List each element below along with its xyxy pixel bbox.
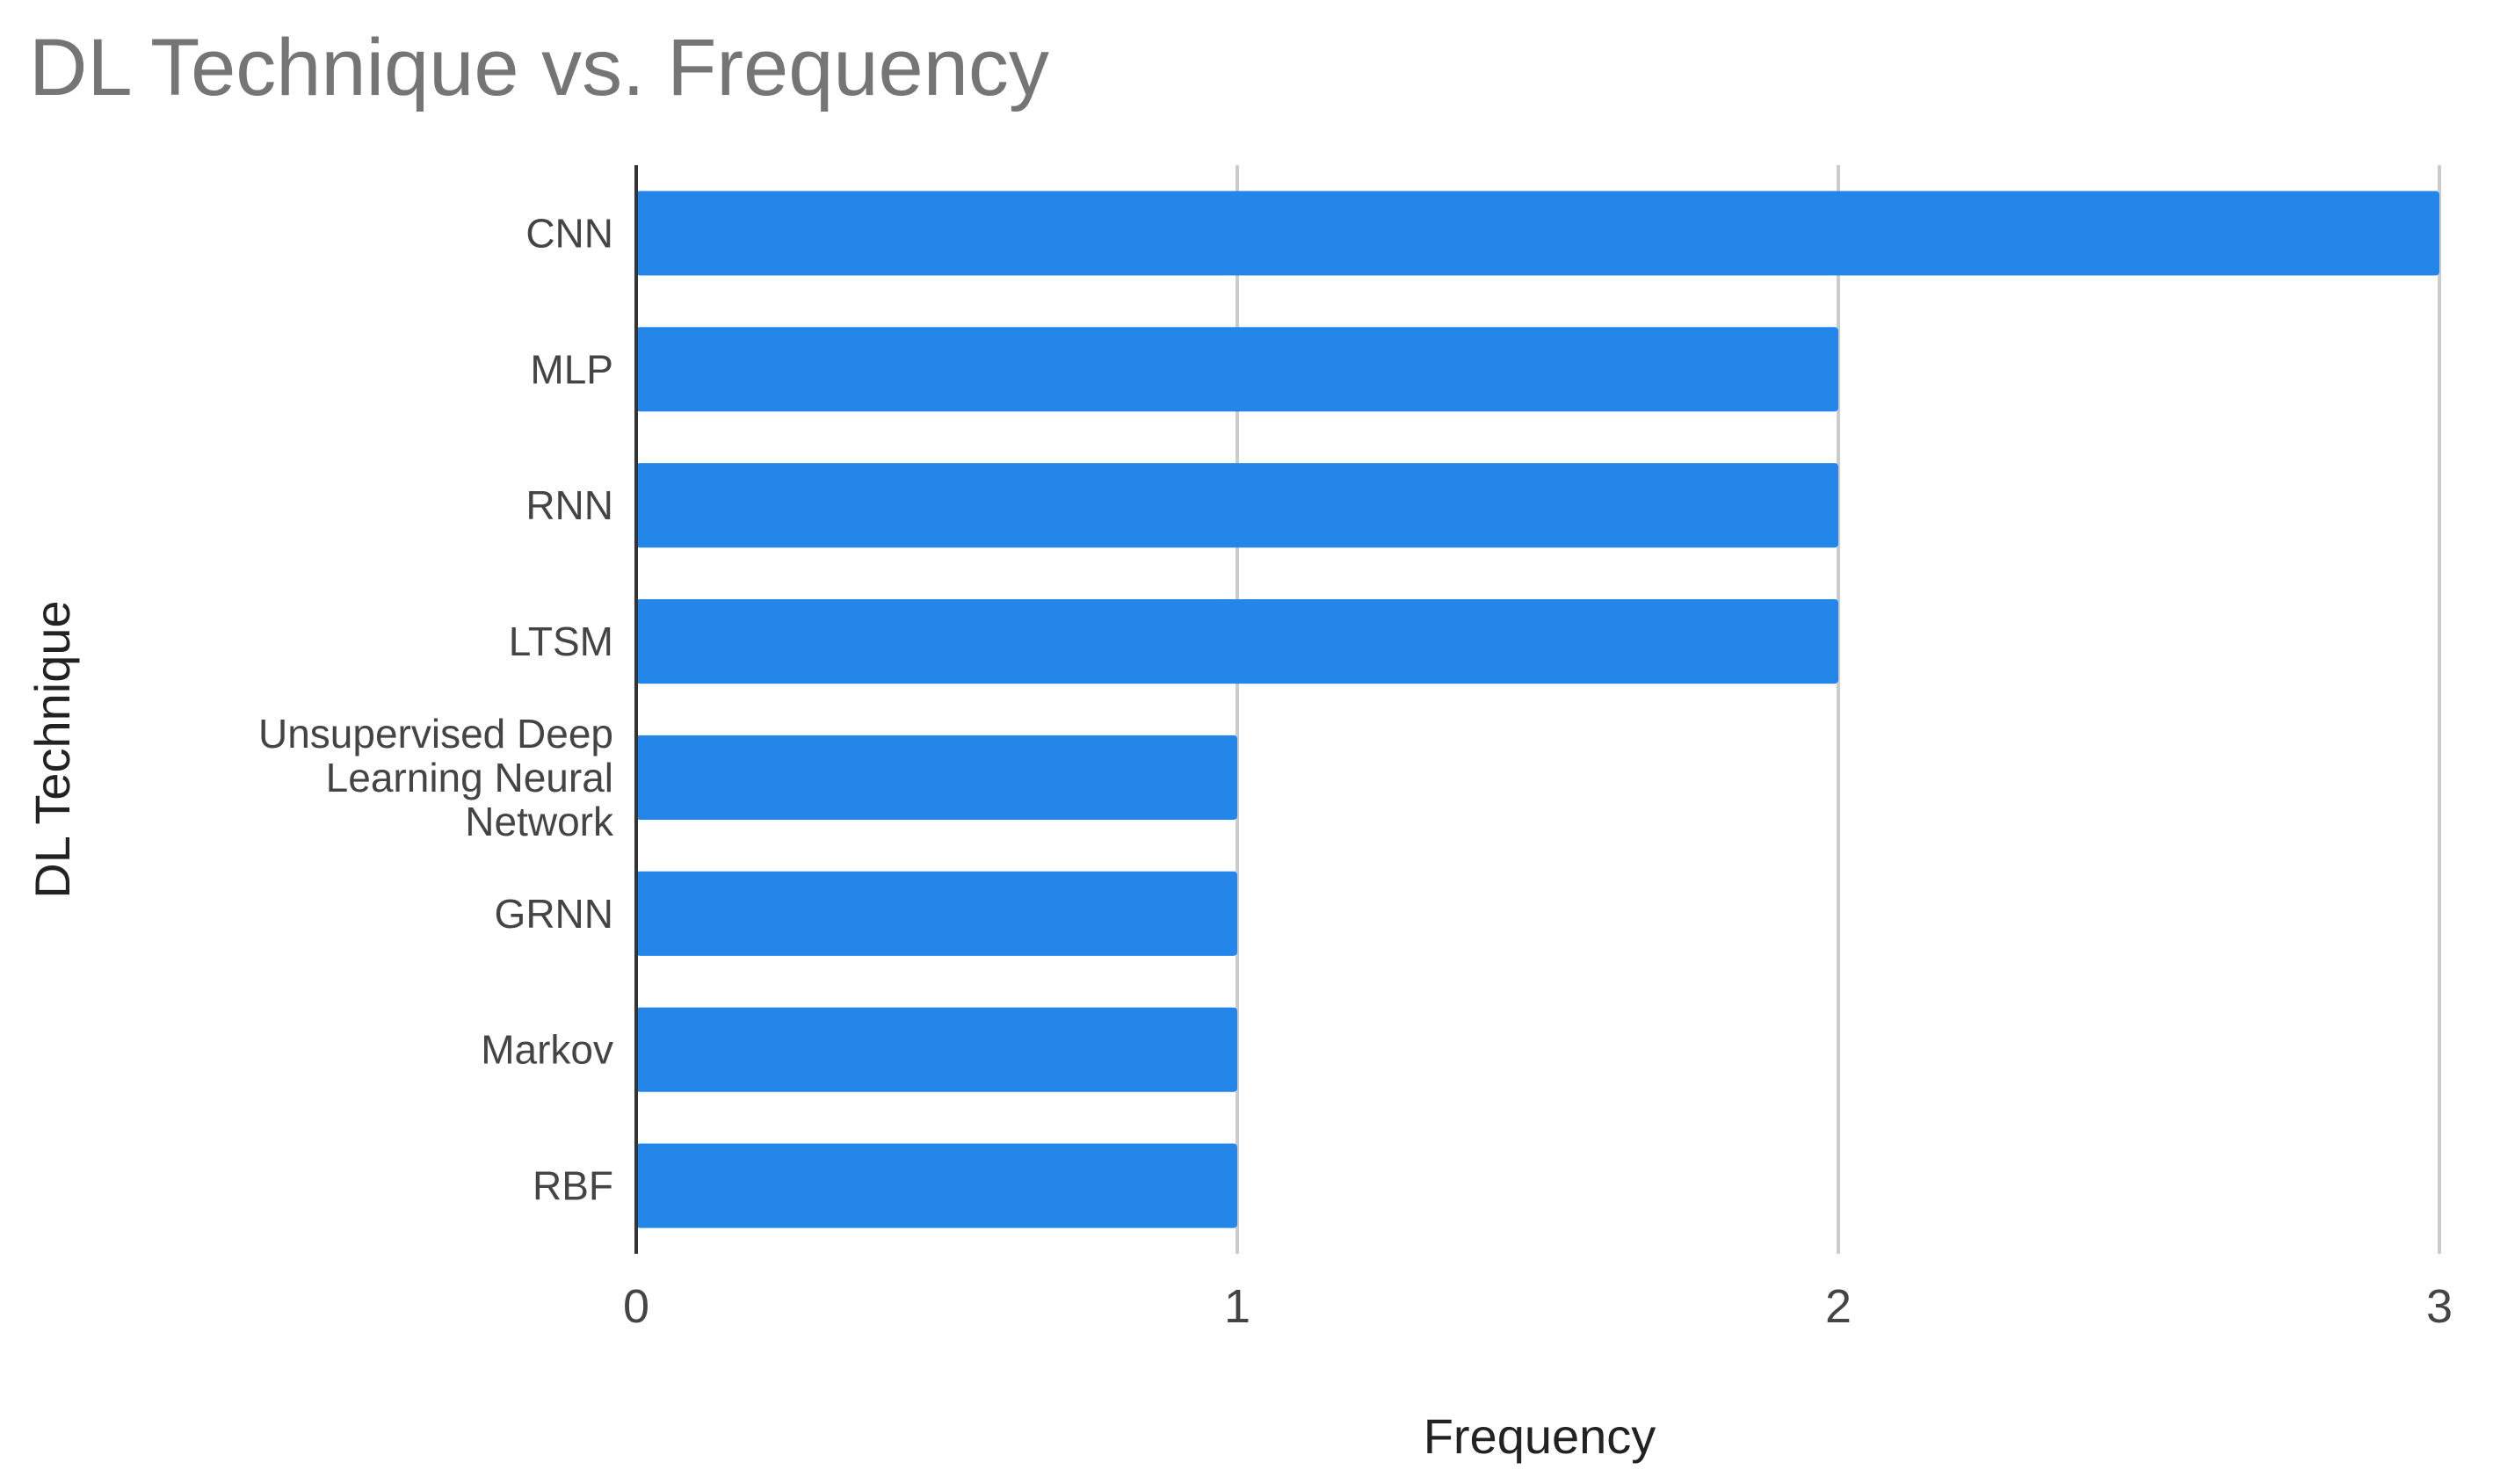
bar-1: [636, 191, 2439, 276]
bar-2: [636, 327, 1838, 412]
category-label-1: CNN: [525, 210, 613, 256]
x-axis-title: Frequency: [1424, 1408, 1656, 1464]
bars: [636, 191, 2439, 1228]
bar-7: [636, 1007, 1237, 1092]
category-label-4: LTSM: [509, 619, 613, 664]
category-label-2: MLP: [530, 346, 613, 392]
category-label-6: GRNN: [495, 891, 613, 937]
x-tick-label-3: 3: [2426, 1280, 2453, 1333]
x-tick-label-1: 1: [1224, 1280, 1250, 1333]
y-axis-title: DL Technique: [25, 600, 80, 898]
category-labels: CNN MLP RNN LTSM Unsupervised Deep Learning N…: [258, 210, 614, 1208]
bar-5: [636, 735, 1237, 820]
bar-8: [636, 1143, 1237, 1228]
bar-4: [636, 599, 1838, 684]
chart-title: DL Technique vs. Frequency: [29, 23, 1049, 112]
category-label-8: RBF: [533, 1163, 613, 1209]
x-tick-label-0: 0: [623, 1280, 649, 1333]
bar-6: [636, 871, 1237, 956]
x-tick-labels: 0 1 2 3: [623, 1280, 2453, 1333]
x-tick-label-2: 2: [1825, 1280, 1852, 1333]
category-label-7: Markov: [481, 1027, 613, 1073]
category-label-5: Unsupervised Deep Learning Neural Network: [258, 711, 614, 844]
category-label-3: RNN: [525, 482, 613, 528]
bar-3: [636, 463, 1838, 548]
